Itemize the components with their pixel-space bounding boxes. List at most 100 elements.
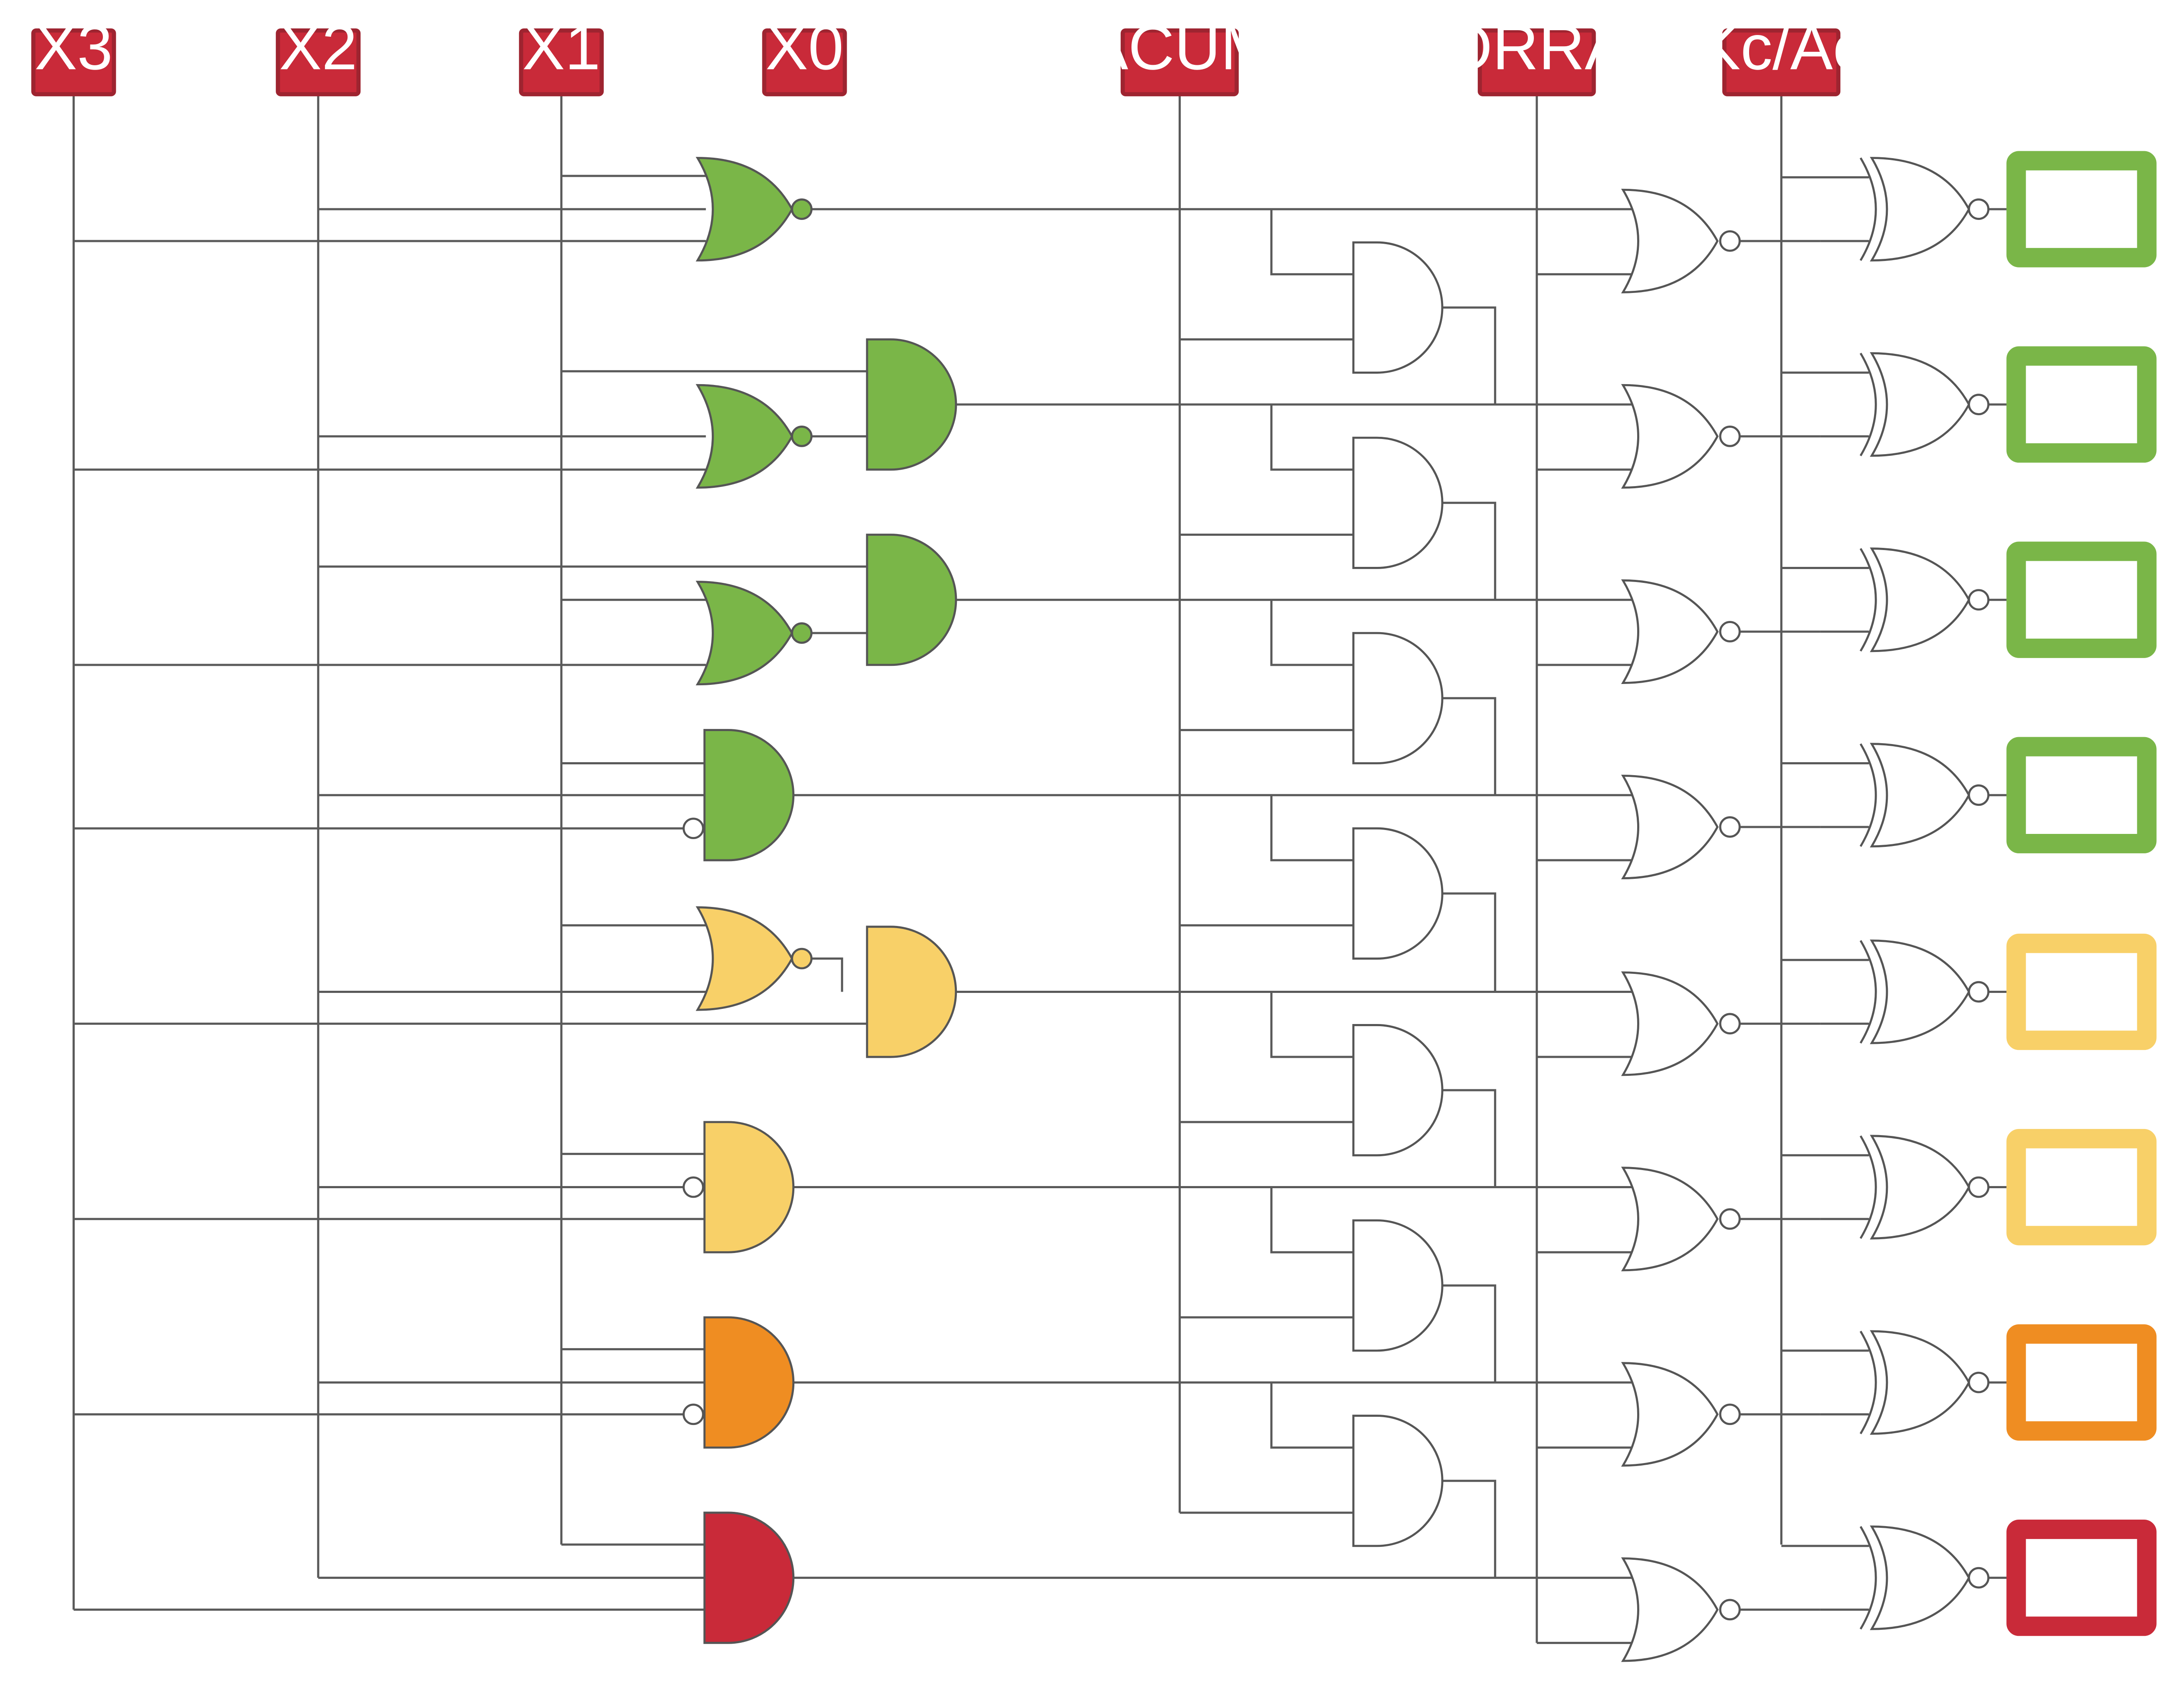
inversion-bubble — [791, 948, 813, 970]
xnor-gate-7-extra-arc — [1859, 1526, 1877, 1630]
register-nor-bubble-0 — [1719, 230, 1741, 252]
xnor-gate-6-extra-arc — [1859, 1330, 1877, 1434]
xnor-gate-0 — [1870, 157, 1970, 262]
input-label-box-acum — [1120, 28, 1239, 96]
register-nor-bubble-1 — [1719, 426, 1741, 447]
decoder-and-gate-4 — [866, 926, 957, 1058]
output-indicator-6 — [2006, 1324, 2157, 1441]
xnor-gate-3-extra-arc — [1859, 743, 1877, 847]
decoder-and-gate-5 — [703, 1121, 795, 1253]
xnor-gate-2-bubble — [1968, 589, 1990, 611]
register-nor-gate-4 — [1621, 971, 1719, 1076]
input-label-box-kc-ac — [1722, 28, 1841, 96]
register-nor-gate-7 — [1621, 1557, 1719, 1662]
latch-and-gate-4 — [1352, 1024, 1444, 1157]
register-nor-bubble-2 — [1719, 621, 1741, 642]
register-nor-gate-5 — [1621, 1167, 1719, 1272]
wire — [1442, 308, 1495, 404]
inversion-bubble — [682, 817, 704, 840]
input-label-x3: X3 — [35, 12, 113, 83]
xnor-gate-6-bubble — [1968, 1371, 1990, 1393]
wire — [1442, 1285, 1495, 1382]
decoder-and-gate-1 — [866, 338, 957, 471]
xnor-gate-5 — [1870, 1135, 1970, 1240]
inversion-bubble — [682, 1403, 704, 1425]
wire — [1272, 795, 1355, 860]
register-nor-bubble-4 — [1719, 1013, 1741, 1035]
inversion-bubble — [791, 198, 813, 220]
inversion-bubble — [791, 426, 813, 447]
input-label-box-x3 — [31, 28, 116, 96]
xnor-gate-4 — [1870, 939, 1970, 1044]
input-label-borrar: BORRAR — [1400, 12, 1673, 83]
input-label-acum: ACUM — [1086, 12, 1274, 83]
xnor-gate-0-bubble — [1968, 198, 1990, 220]
latch-and-gate-0 — [1352, 241, 1444, 374]
xnor-gate-7 — [1870, 1525, 1970, 1630]
wire — [1442, 698, 1495, 795]
xnor-gate-4-extra-arc — [1859, 940, 1877, 1044]
output-indicator-2 — [2006, 541, 2157, 658]
input-label-box-x1 — [519, 28, 604, 96]
xnor-gate-6 — [1870, 1330, 1970, 1435]
input-label-box-x0 — [762, 28, 847, 96]
xnor-gate-7-bubble — [1968, 1567, 1990, 1589]
latch-and-gate-5 — [1352, 1219, 1444, 1352]
register-nor-gate-6 — [1621, 1362, 1719, 1467]
xnor-gate-0-extra-arc — [1859, 157, 1877, 261]
register-nor-gate-3 — [1621, 774, 1719, 880]
wire — [1272, 600, 1355, 665]
decoder-nor-gate-4 — [695, 906, 794, 1011]
latch-and-gate-1 — [1352, 436, 1444, 569]
wire — [1442, 894, 1495, 992]
decoder-and-gate-7 — [703, 1511, 795, 1644]
register-nor-gate-0 — [1621, 188, 1719, 293]
wire — [1272, 1187, 1355, 1253]
xnor-gate-3 — [1870, 743, 1970, 848]
input-label-box-borrar — [1478, 28, 1596, 96]
register-nor-bubble-7 — [1719, 1599, 1741, 1621]
output-indicator-0 — [2006, 151, 2157, 267]
decoder-and-gate-6 — [703, 1316, 795, 1449]
output-indicator-4 — [2006, 933, 2157, 1050]
input-label-kc-ac: Kc/Ac — [1698, 12, 1865, 83]
xnor-gate-1 — [1870, 352, 1970, 457]
input-label-box-x2 — [276, 28, 361, 96]
wire — [1442, 1090, 1495, 1187]
decoder-nor-gate-1 — [695, 384, 794, 489]
output-indicator-3 — [2006, 737, 2157, 853]
latch-and-gate-3 — [1352, 827, 1444, 960]
decoder-nor-gate-2 — [695, 581, 794, 686]
wire — [1442, 1481, 1495, 1578]
xnor-gate-4-bubble — [1968, 981, 1990, 1003]
register-nor-bubble-3 — [1719, 816, 1741, 838]
logic-gates — [682, 157, 1990, 1662]
latch-and-gate-6 — [1352, 1415, 1444, 1547]
wire — [1272, 404, 1355, 470]
input-labels: X3 X2 X1 X0 ACUM BORRAR Kc/Ac — [31, 12, 1865, 96]
wire — [1272, 992, 1355, 1057]
wire — [1272, 1383, 1355, 1448]
inversion-bubble — [682, 1176, 704, 1198]
input-label-x2: X2 — [279, 12, 357, 83]
inversion-bubble — [791, 622, 813, 644]
xnor-gate-5-bubble — [1968, 1176, 1990, 1198]
xnor-gate-2 — [1870, 547, 1970, 652]
decoder-nor-gate-0 — [695, 157, 794, 262]
decoder-and-gate-3 — [703, 729, 795, 862]
register-nor-bubble-5 — [1719, 1208, 1741, 1230]
latch-and-gate-2 — [1352, 632, 1444, 764]
wire — [812, 959, 842, 992]
wire — [1442, 503, 1495, 600]
xnor-gate-2-extra-arc — [1859, 548, 1877, 652]
input-label-x1: X1 — [522, 12, 600, 83]
output-indicators — [2006, 151, 2157, 1636]
output-indicator-1 — [2006, 346, 2157, 463]
wire — [1272, 209, 1355, 274]
register-nor-gate-1 — [1621, 384, 1719, 489]
xnor-gate-3-bubble — [1968, 784, 1990, 806]
xnor-gate-5-extra-arc — [1859, 1135, 1877, 1239]
register-nor-gate-2 — [1621, 579, 1719, 684]
xnor-gate-1-bubble — [1968, 394, 1990, 415]
